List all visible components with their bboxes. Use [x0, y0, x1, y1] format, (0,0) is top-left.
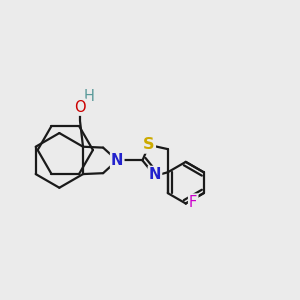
- Text: N: N: [149, 167, 161, 182]
- Text: F: F: [189, 194, 197, 209]
- Text: S: S: [143, 137, 155, 152]
- Text: H: H: [83, 89, 94, 104]
- Text: N: N: [111, 153, 123, 168]
- Text: O: O: [74, 100, 86, 115]
